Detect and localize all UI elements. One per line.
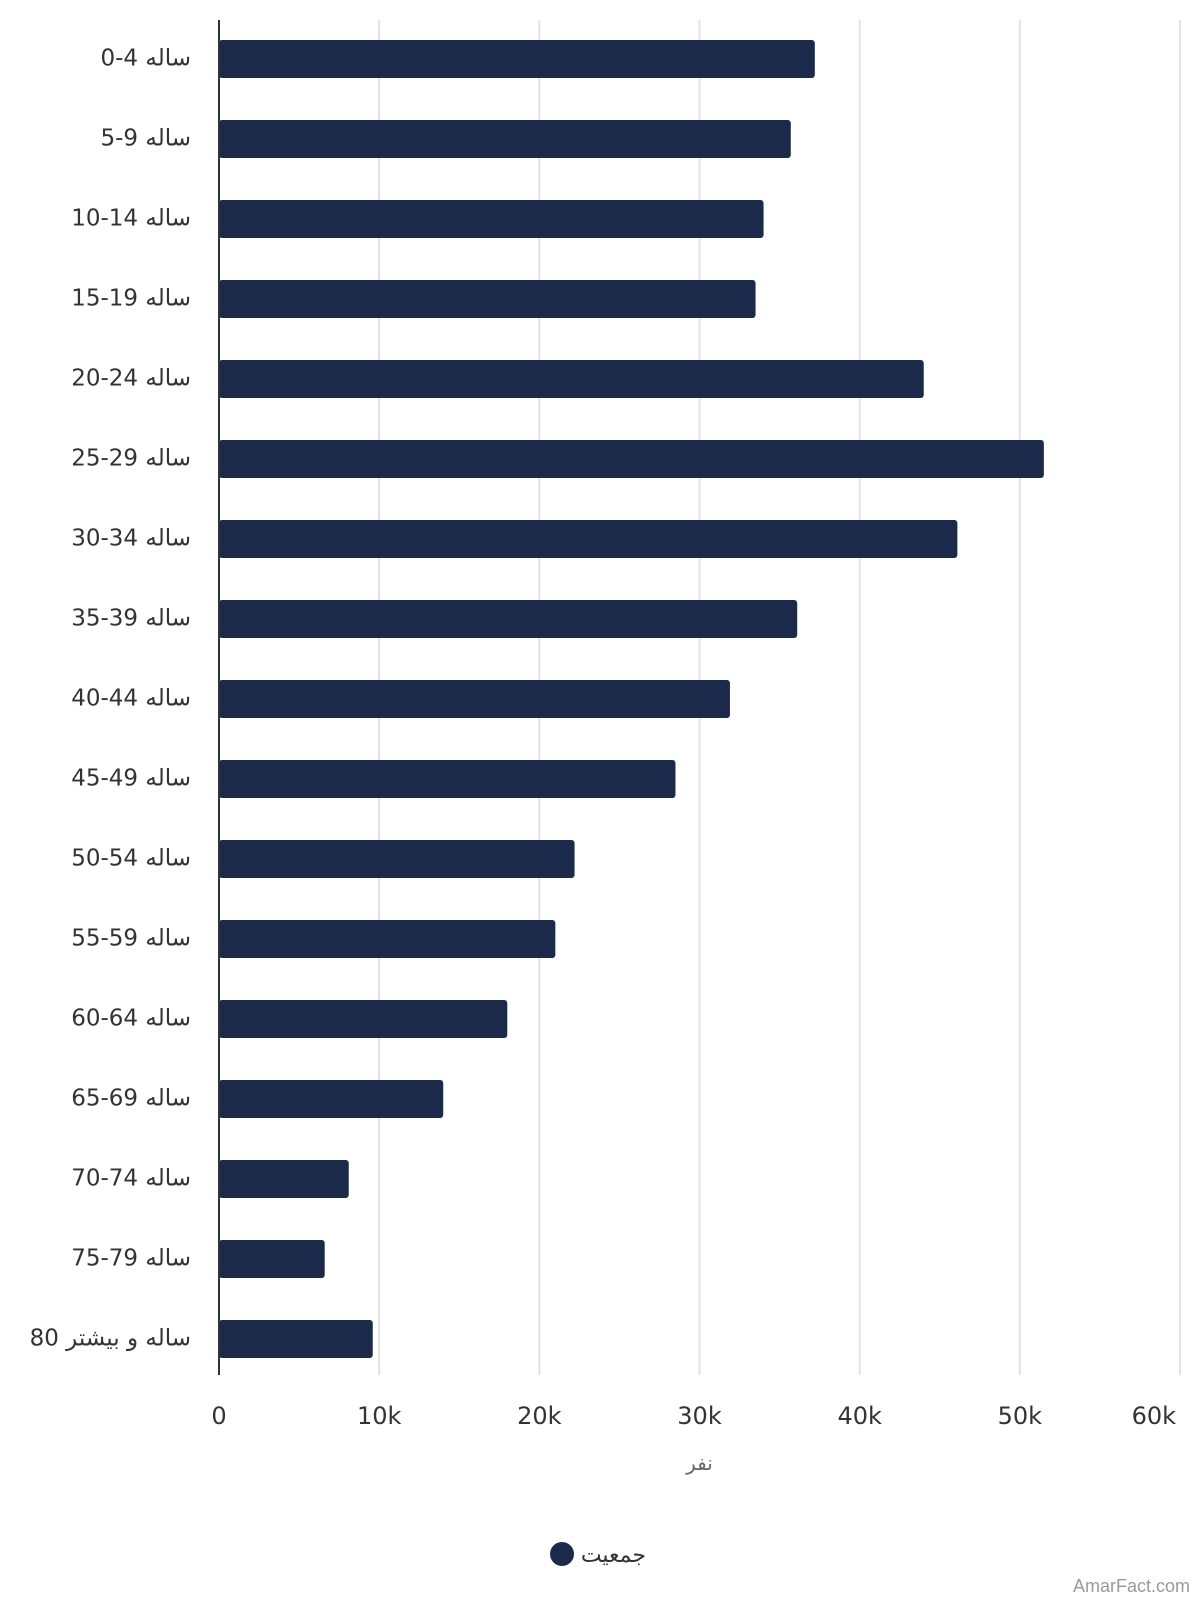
- category-label-9: 45-49 ساله: [71, 766, 191, 792]
- category-label-0: 0-4 ساله: [100, 46, 191, 72]
- bar-2[interactable]: [219, 200, 764, 238]
- legend-marker: [550, 1542, 574, 1566]
- x-tick-label-2: 20k: [517, 1402, 562, 1430]
- bar-10[interactable]: [219, 840, 575, 878]
- bar-9[interactable]: [219, 760, 676, 798]
- x-tick-labels: 0 10k 20k 30k 40k 50k 60k: [211, 1402, 1176, 1430]
- category-label-15: 75-79 ساله: [71, 1246, 191, 1272]
- category-label-2: 10-14 ساله: [71, 206, 191, 232]
- bar-14[interactable]: [219, 1160, 349, 1198]
- category-label-16: 80 ساله و بیشتر: [30, 1326, 191, 1352]
- bar-1[interactable]: [219, 120, 791, 158]
- category-label-1: 5-9 ساله: [100, 126, 191, 152]
- bar-15[interactable]: [219, 1240, 325, 1278]
- category-label-10: 50-54 ساله: [71, 846, 191, 872]
- bar-11[interactable]: [219, 920, 556, 958]
- category-label-11: 55-59 ساله: [71, 926, 191, 952]
- category-label-3: 15-19 ساله: [71, 286, 191, 312]
- category-label-14: 70-74 ساله: [71, 1166, 191, 1192]
- category-label-13: 65-69 ساله: [71, 1086, 191, 1112]
- x-axis-title: نفر: [685, 1451, 713, 1475]
- bar-6[interactable]: [219, 520, 958, 558]
- x-tick-label-4: 40k: [837, 1402, 882, 1430]
- bar-13[interactable]: [219, 1080, 444, 1118]
- bar-7[interactable]: [219, 600, 798, 638]
- category-label-12: 60-64 ساله: [71, 1006, 191, 1032]
- x-tick-label-1: 10k: [357, 1402, 402, 1430]
- bar-12[interactable]: [219, 1000, 508, 1038]
- legend[interactable]: جمعیت: [550, 1542, 646, 1568]
- category-label-6: 30-34 ساله: [71, 526, 191, 552]
- category-label-7: 35-39 ساله: [71, 606, 191, 632]
- legend-label: جمعیت: [581, 1543, 646, 1568]
- x-tick-label-5: 50k: [998, 1402, 1043, 1430]
- x-tick-label-3: 30k: [677, 1402, 722, 1430]
- bars: [219, 40, 1044, 1358]
- bar-0[interactable]: [219, 40, 815, 78]
- bar-16[interactable]: [219, 1320, 373, 1358]
- x-tick-label-0: 0: [211, 1402, 226, 1430]
- category-label-8: 40-44 ساله: [71, 686, 191, 712]
- category-labels: 0-4 ساله 5-9 ساله 10-14 ساله 15-19 ساله 20-2…: [30, 46, 191, 1352]
- bar-4[interactable]: [219, 360, 924, 398]
- source-credit: AmarFact.com: [1073, 1576, 1190, 1596]
- category-label-4: 20-24 ساله: [71, 366, 191, 392]
- bar-8[interactable]: [219, 680, 730, 718]
- bar-3[interactable]: [219, 280, 756, 318]
- category-label-5: 25-29 ساله: [71, 446, 191, 472]
- x-tick-label-6: 60k: [1132, 1402, 1177, 1430]
- bar-5[interactable]: [219, 440, 1044, 478]
